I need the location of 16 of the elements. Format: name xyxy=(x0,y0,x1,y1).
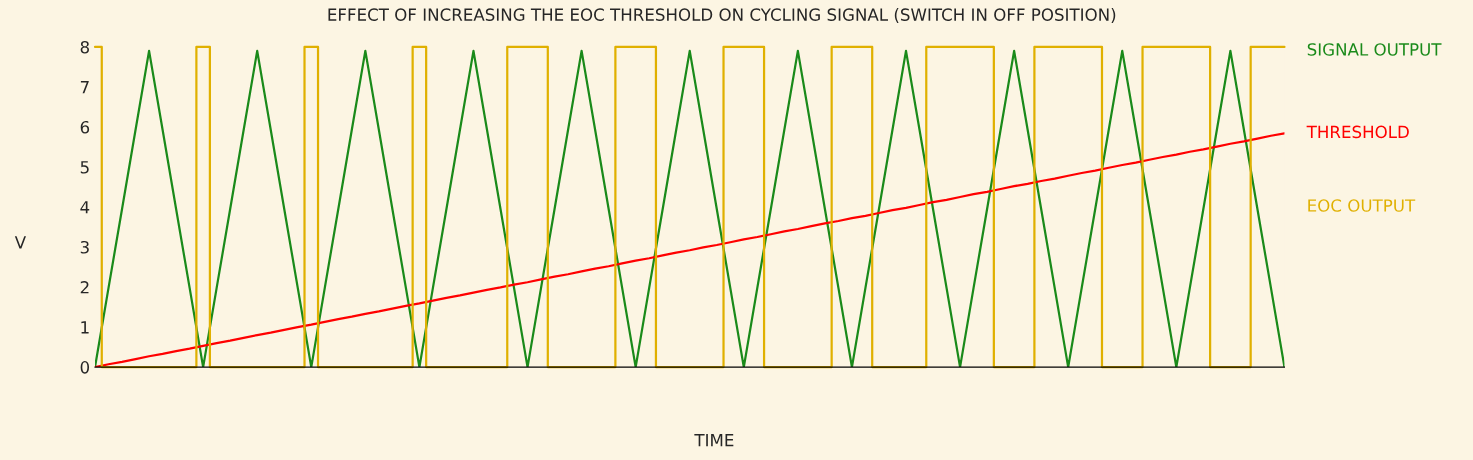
chart-title: EFFECT OF INCREASING THE EOC THRESHOLD ON CYCLING SIGNAL (SWITCH IN OFF POSITION) xyxy=(328,8,1116,23)
line-series xyxy=(95,132,1285,368)
series-label: THRESHOLD xyxy=(1306,125,1409,139)
y-tick-label: 0 xyxy=(80,361,90,374)
y-tick-label: 8 xyxy=(80,40,90,54)
text: SIGNAL OUTPUT xyxy=(1307,43,1442,56)
y-tick-label: 7 xyxy=(80,81,89,94)
y-tick-label: 1 xyxy=(81,321,89,334)
y-tick-label: 4 xyxy=(80,201,90,214)
y-tick-label: 6 xyxy=(80,120,90,134)
y-tick-label: 2 xyxy=(80,281,89,294)
text: EOC OUTPUT xyxy=(1308,199,1416,212)
y-tick-label: 3 xyxy=(80,240,89,254)
y-tick-label: 5 xyxy=(80,161,89,174)
x-axis-title: TIME xyxy=(694,434,734,447)
y-axis-title: V xyxy=(14,236,26,249)
